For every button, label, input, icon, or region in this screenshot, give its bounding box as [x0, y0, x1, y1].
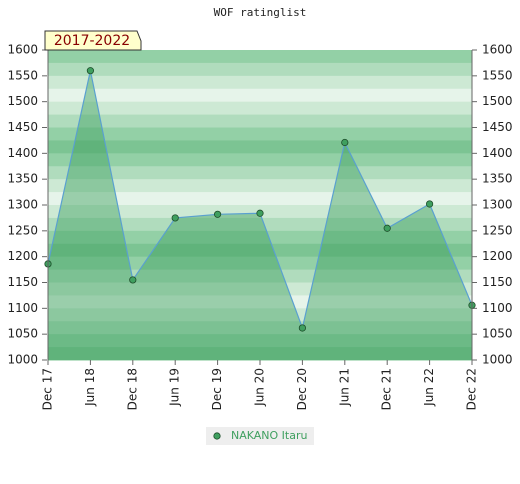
band	[48, 153, 472, 167]
y-tick-label: 1000	[7, 353, 38, 367]
point	[383, 224, 391, 232]
x-tick-label: Jun 19	[168, 368, 182, 407]
x-tick-label: Dec 17	[41, 368, 55, 410]
y2-tick-label: 1550	[482, 68, 513, 82]
band	[48, 347, 472, 361]
x-tick-label: Jun 22	[422, 368, 436, 407]
chart-title: WOF ratinglist	[214, 6, 307, 19]
band	[48, 62, 472, 77]
point	[214, 210, 222, 218]
y-tick-label: 1100	[7, 301, 38, 315]
x-tick-label: Dec 22	[465, 368, 479, 410]
band	[48, 179, 472, 193]
y2-tick-label: 1350	[482, 172, 513, 186]
annotation: 2017-2022	[54, 33, 130, 49]
y2-tick-label: 1450	[482, 120, 513, 134]
band	[48, 140, 472, 154]
band	[48, 88, 472, 103]
point	[298, 324, 306, 332]
point	[129, 276, 137, 284]
y-tick-label: 1150	[7, 275, 38, 289]
point	[341, 138, 349, 147]
y-tick-label: 1300	[7, 198, 38, 212]
band	[48, 334, 472, 348]
y2-tick-label: 1250	[482, 223, 513, 237]
x-tick-label: Dec 20	[295, 368, 309, 410]
y2-tick-label: 1000	[482, 353, 513, 367]
band	[48, 166, 472, 180]
legend-label: NAKANO Itaru	[231, 429, 307, 442]
point	[425, 200, 434, 208]
band	[48, 114, 472, 128]
y-tick-label: 1450	[7, 120, 38, 134]
y-tick-label: 1250	[7, 223, 38, 237]
band	[48, 243, 472, 258]
y-tick-label: 1550	[7, 68, 38, 82]
band	[48, 256, 472, 271]
x-tick-label: Dec 19	[210, 368, 224, 410]
y2-tick-label: 1050	[482, 327, 513, 341]
band	[48, 217, 472, 232]
y-tick-label: 1050	[7, 327, 38, 341]
point	[256, 209, 264, 217]
band	[48, 321, 472, 335]
point	[171, 214, 179, 222]
y-tick-label: 1600	[7, 43, 38, 57]
band	[48, 308, 472, 322]
band	[48, 282, 472, 296]
band	[48, 127, 472, 141]
x-tick-label: Dec 21	[380, 368, 394, 410]
x-tick-label: Jun 21	[337, 368, 351, 407]
point	[86, 67, 95, 75]
y2-tick-label: 1100	[482, 301, 513, 315]
y2-tick-label: 1400	[482, 146, 513, 160]
band	[48, 230, 472, 245]
band	[48, 101, 472, 116]
y2-tick-label: 1200	[482, 249, 513, 263]
band	[48, 75, 472, 90]
band	[48, 269, 472, 283]
y-tick-label: 1500	[7, 94, 38, 108]
background-bands	[48, 50, 472, 361]
legend-box	[206, 427, 314, 445]
band	[48, 50, 472, 64]
y2-tick-label: 1500	[482, 94, 513, 108]
x-tick-label: Jun 20	[253, 368, 267, 407]
y2-tick-label: 1600	[482, 43, 513, 57]
y-tick-label: 1350	[7, 172, 38, 186]
y-tick-label: 1200	[7, 249, 38, 263]
y-tick-label: 1400	[7, 146, 38, 160]
x-tick-label: Jun 18	[83, 368, 97, 407]
annotation-box	[44, 30, 142, 51]
band	[48, 192, 472, 206]
legend-marker	[213, 432, 221, 440]
y2-tick-label: 1300	[482, 198, 513, 212]
band	[48, 295, 472, 309]
x-tick-label: Dec 18	[125, 368, 139, 410]
y2-tick-label: 1150	[482, 275, 513, 289]
